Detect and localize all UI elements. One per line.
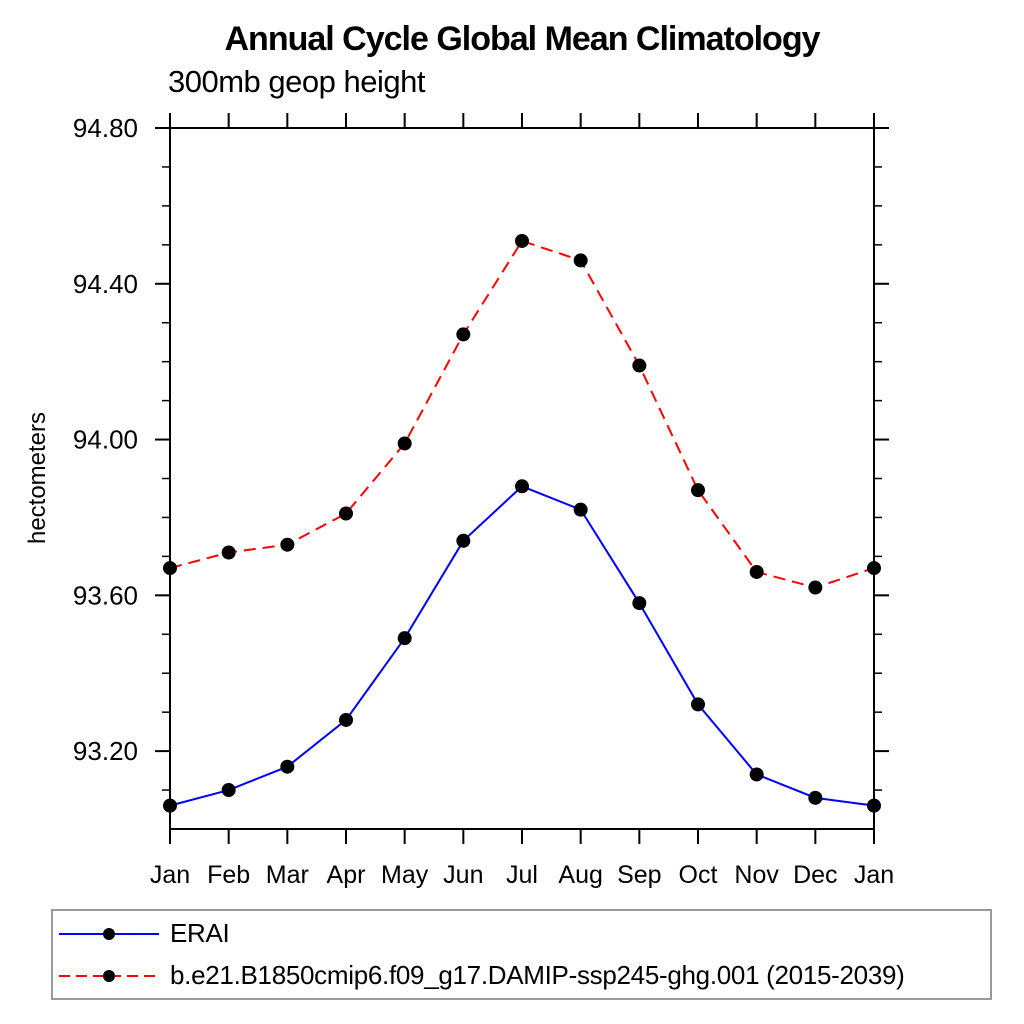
series-line-1 xyxy=(169,239,875,589)
plot-frame xyxy=(169,127,875,830)
data-point-marker xyxy=(573,253,588,268)
x-tick-label: Aug xyxy=(558,861,602,889)
legend-marker xyxy=(103,969,115,982)
data-point-marker xyxy=(456,533,471,548)
data-point-marker xyxy=(339,506,353,521)
chart-subtitle: 300mb geop height xyxy=(168,64,425,99)
legend-label-erai: ERAI xyxy=(170,918,230,948)
chart-title: Annual Cycle Global Mean Climatology xyxy=(224,20,821,58)
x-tick-label: Sep xyxy=(617,861,661,889)
legend-item-erai: ERAI xyxy=(57,917,990,951)
y-tick-label: 94.00 xyxy=(73,425,138,455)
x-tick-label: Feb xyxy=(207,861,250,889)
data-point-marker xyxy=(163,798,177,813)
data-point-marker xyxy=(573,502,588,517)
legend-swatch-blue-solid-line-icon xyxy=(59,927,159,940)
data-point-marker xyxy=(867,561,881,576)
data-point-marker xyxy=(397,631,412,646)
data-point-marker xyxy=(749,564,764,579)
data-point-marker xyxy=(163,561,177,576)
x-tick-label: Jul xyxy=(506,861,538,889)
data-point-marker xyxy=(691,483,705,498)
data-point-marker xyxy=(280,759,295,774)
x-tick-label: Dec xyxy=(793,861,837,889)
legend-swatch-red-dashed-line-icon xyxy=(59,969,159,982)
data-point-marker xyxy=(867,798,881,813)
data-point-marker xyxy=(280,537,295,552)
data-point-marker xyxy=(632,358,647,373)
data-point-marker xyxy=(808,580,823,595)
x-tick-label: Nov xyxy=(734,861,779,889)
data-point-marker xyxy=(339,712,353,727)
series-line-0 xyxy=(169,485,875,807)
data-point-marker xyxy=(456,327,471,342)
x-tick-label: Jan xyxy=(150,861,190,889)
data-point-marker xyxy=(397,436,412,451)
x-tick-label: Jun xyxy=(443,861,483,889)
legend: ERAI b.e21.B1850cmip6.f09_g17.DAMIP-ssp2… xyxy=(51,909,992,1000)
legend-label-model: b.e21.B1850cmip6.f09_g17.DAMIP-ssp245-gh… xyxy=(170,960,905,990)
data-point-marker xyxy=(691,697,705,712)
y-tick-label: 94.80 xyxy=(73,113,138,143)
x-tick-label: Mar xyxy=(266,861,309,889)
x-tick-label: May xyxy=(381,861,429,889)
y-tick-label: 94.40 xyxy=(73,269,138,299)
x-tick-label: Jan xyxy=(854,861,894,889)
data-point-marker xyxy=(749,767,764,782)
data-point-marker xyxy=(221,545,236,560)
data-point-marker xyxy=(515,233,529,248)
legend-item-model: b.e21.B1850cmip6.f09_g17.DAMIP-ssp245-gh… xyxy=(57,959,990,993)
y-tick-label: 93.60 xyxy=(73,580,138,610)
data-point-marker xyxy=(632,596,647,611)
y-tick-label: 93.20 xyxy=(73,736,138,766)
x-tick-label: Apr xyxy=(327,861,366,889)
data-point-marker xyxy=(808,790,823,805)
data-point-marker xyxy=(515,479,529,494)
data-point-marker xyxy=(221,783,236,798)
legend-marker xyxy=(103,927,115,940)
x-tick-label: Oct xyxy=(679,861,718,889)
